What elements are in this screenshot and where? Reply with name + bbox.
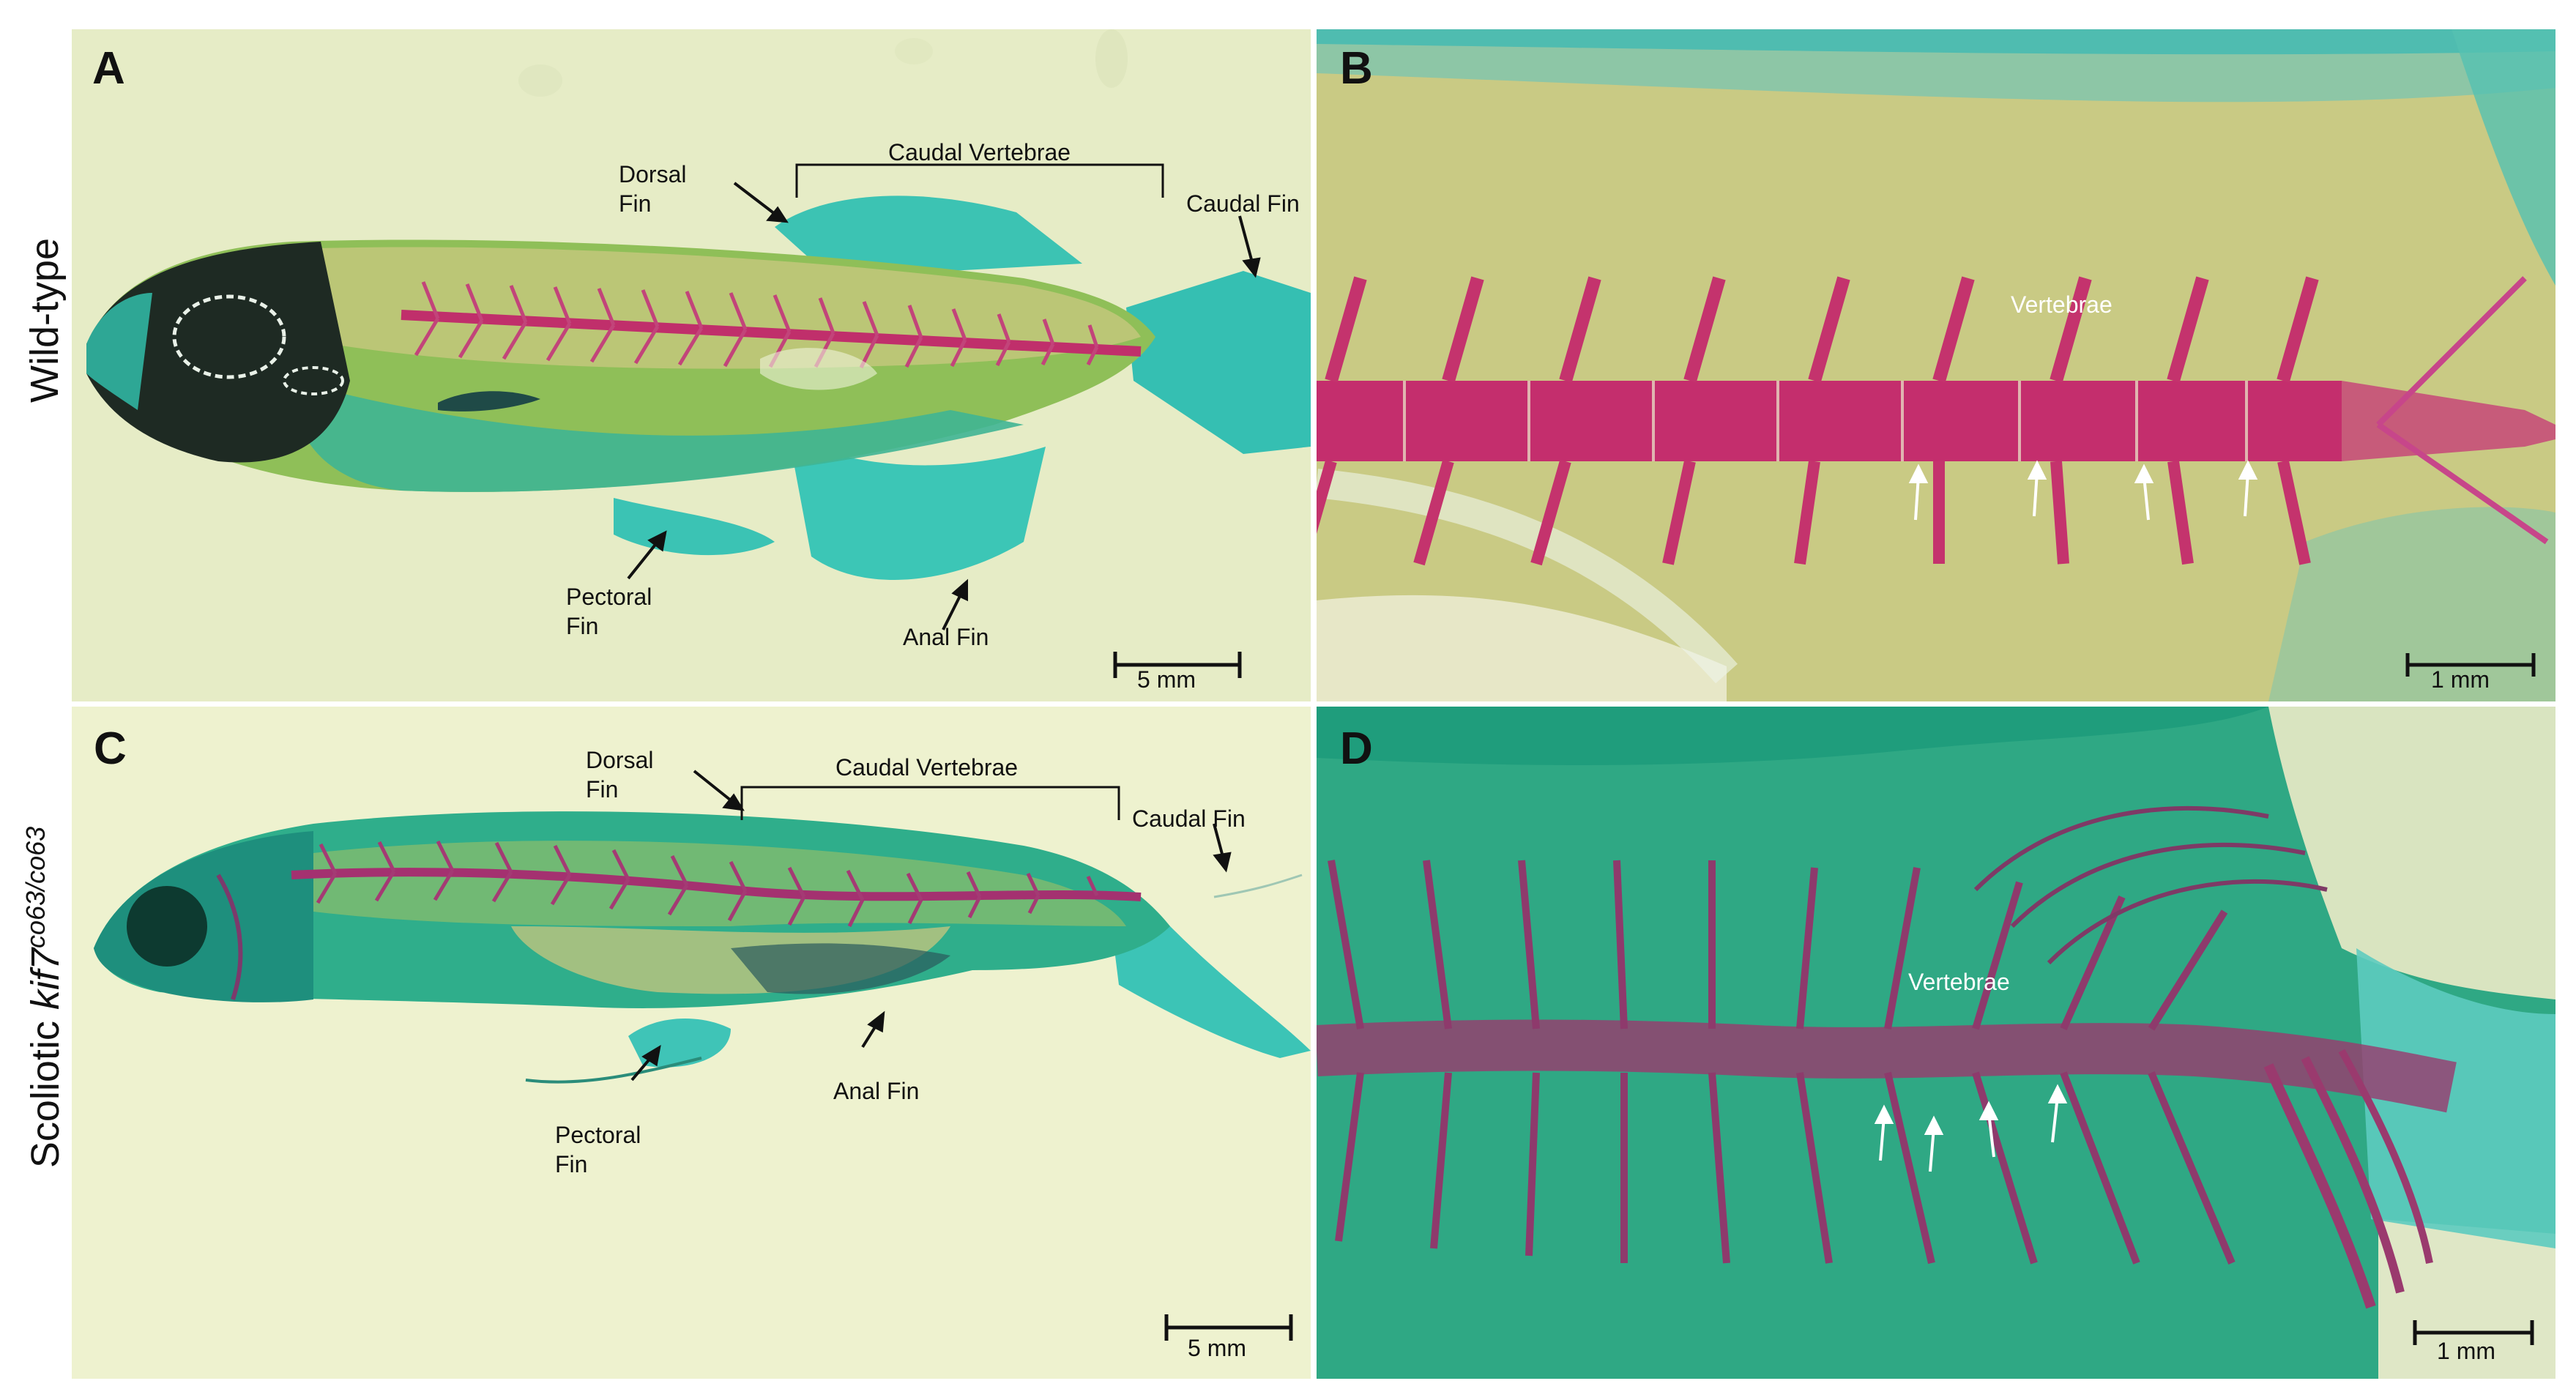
scale-bar-c (1164, 1314, 1293, 1341)
panel-label-d: D (1340, 723, 1373, 774)
label-caudal-fin-c: Caudal Fin (1132, 805, 1246, 832)
row-label-scoliotic: Scoliotic kif7co63/co63 (21, 767, 67, 1228)
label-vertebrae-d: Vertebrae (1908, 969, 2010, 995)
annotation-arrows (627, 182, 1261, 630)
label-dorsal-fin-a-line2: Fin (619, 190, 652, 217)
row-label-wild-type: Wild-type (23, 237, 67, 403)
scoliotic-fish-photo (72, 707, 1311, 1379)
scale-text-a: 5 mm (1137, 666, 1196, 693)
label-caudal-vertebrae-a: Caudal Vertebrae (888, 139, 1071, 165)
scoliotic-vertebrae-photo (1317, 707, 2555, 1379)
label-dorsal-fin-c-line2: Fin (586, 776, 619, 803)
caudal-vertebrae-bracket-c (740, 786, 1120, 820)
vertebra-arrows-d (1874, 1084, 2068, 1172)
label-caudal-fin-a: Caudal Fin (1186, 190, 1300, 217)
scale-bar-b (2405, 653, 2536, 677)
scale-bar-a (1113, 652, 1242, 678)
wild-type-vertebrae-photo (1317, 29, 2555, 701)
row-label-genotype: co63/co63 (21, 826, 51, 948)
annotation-arrows-c (630, 770, 1232, 1081)
panel-label-c: C (94, 723, 127, 774)
scale-text-c: 5 mm (1188, 1335, 1246, 1361)
label-pectoral-fin-c-line2: Fin (555, 1151, 588, 1177)
scale-bar-d (2413, 1320, 2534, 1345)
scale-text-b: 1 mm (2431, 666, 2490, 693)
label-anal-fin-a: Anal Fin (903, 624, 989, 650)
label-vertebrae-b: Vertebrae (2011, 291, 2112, 318)
panel-a-wild-type-whole-fish: A Caudal Vertebrae Dorsal Fin Caudal Fin… (72, 29, 1311, 701)
label-dorsal-fin-a: Dorsal Fin (619, 160, 686, 218)
wild-type-vertebral-column (401, 281, 1142, 369)
label-pectoral-fin-c: Pectoral Fin (555, 1120, 641, 1179)
label-dorsal-fin-c: Dorsal Fin (586, 745, 653, 804)
scale-text-d: 1 mm (2437, 1338, 2495, 1364)
vertebral-column-b (1317, 276, 2555, 566)
label-pectoral-fin-c-line1: Pectoral (555, 1122, 641, 1148)
panel-b-wild-type-vertebrae-closeup: B Vertebrae 1 mm (1317, 29, 2555, 701)
panel-c-scoliotic-whole-fish: C Caudal Vertebrae Dorsal Fin Caudal Fin… (72, 707, 1311, 1379)
panel-label-a: A (92, 43, 125, 94)
label-anal-fin-c: Anal Fin (833, 1078, 920, 1104)
label-dorsal-fin-a-line1: Dorsal (619, 161, 687, 187)
label-pectoral-fin-a-line1: Pectoral (566, 584, 652, 610)
panel-d-scoliotic-vertebrae-closeup: D Vertebrae 1 mm (1317, 707, 2555, 1379)
panel-label-b: B (1340, 43, 1373, 94)
vertebra-arrows-b (1908, 460, 2258, 521)
row-label-gene-name: kif7 (23, 948, 67, 1010)
caudal-vertebrae-bracket (795, 163, 1164, 198)
scoliotic-vertebral-column (291, 840, 1142, 928)
vertebral-column-d (1317, 805, 2457, 1309)
label-caudal-vertebrae-c: Caudal Vertebrae (835, 754, 1019, 781)
row-label-scoliotic-prefix: Scoliotic (23, 1010, 67, 1169)
label-dorsal-fin-c-line1: Dorsal (586, 747, 654, 773)
label-pectoral-fin-a-line2: Fin (566, 613, 599, 639)
wild-type-fish-photo (72, 29, 1311, 701)
label-pectoral-fin-a: Pectoral Fin (566, 582, 652, 641)
